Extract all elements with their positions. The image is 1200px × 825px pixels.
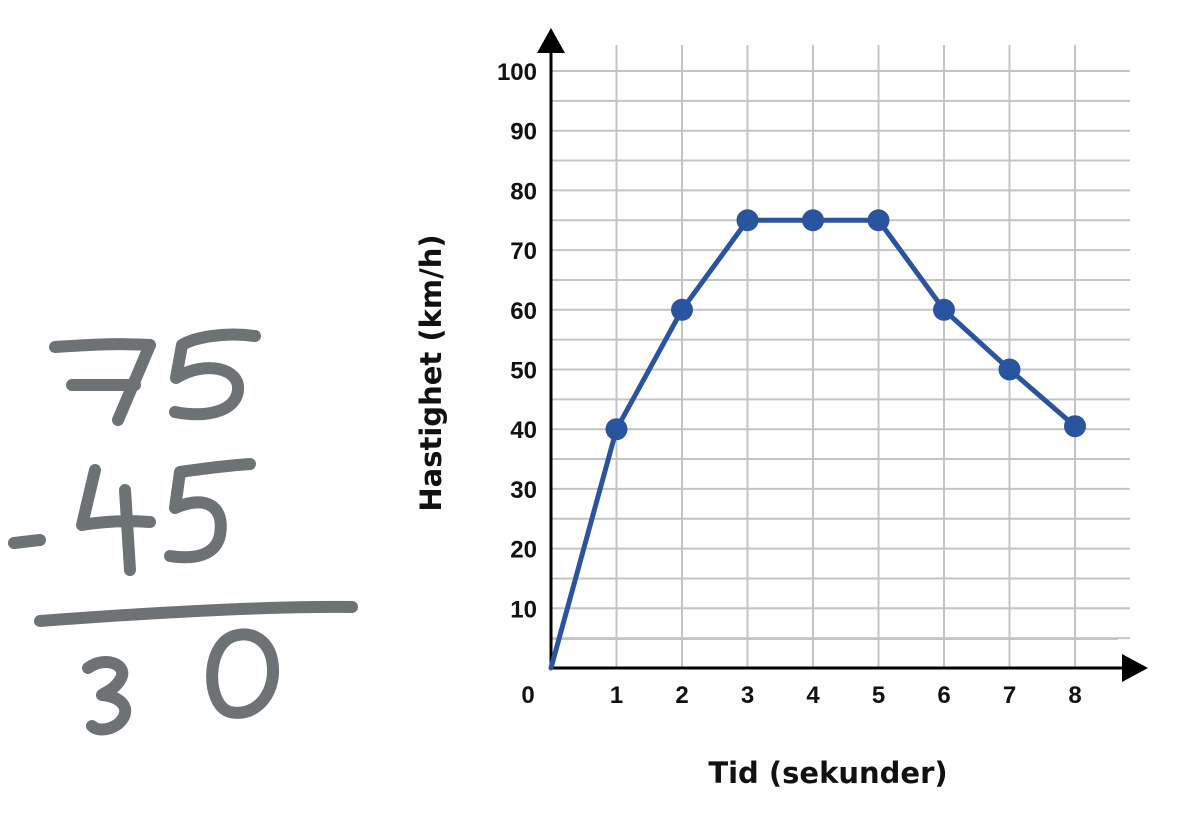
y-tick-label: 90 — [510, 119, 537, 146]
data-point — [867, 209, 890, 232]
data-point — [802, 209, 824, 232]
y-tick-label: 50 — [510, 358, 537, 385]
data-point — [736, 209, 759, 232]
y-tick-label: 10 — [510, 596, 537, 623]
axes — [537, 28, 1148, 682]
handwritten-result-line — [34, 600, 358, 627]
handwritten-digit-5 — [169, 328, 261, 421]
handwritten-digit-0 — [206, 628, 280, 719]
handwritten-digit-4 — [76, 464, 156, 576]
origin-label: 0 — [521, 682, 534, 709]
handwritten-digit-7 — [49, 338, 156, 426]
x-tick-label: 6 — [937, 682, 950, 709]
data-point — [605, 418, 628, 441]
y-tick-label: 70 — [510, 238, 537, 265]
x-tick-label: 4 — [806, 682, 820, 709]
grid — [551, 45, 1130, 668]
handwritten-digit-3 — [82, 656, 132, 736]
x-tick-label: 5 — [872, 682, 885, 709]
x-axis-title: Tid (sekunder) — [708, 756, 947, 790]
x-tick-label: 1 — [610, 682, 623, 709]
series — [548, 209, 1086, 671]
x-tick-label: 7 — [1003, 682, 1016, 709]
data-point — [1064, 415, 1086, 438]
handwritten-subtraction — [8, 328, 358, 736]
y-axis-title: Hastighet (km/h) — [414, 234, 448, 511]
y-axis-arrow — [537, 28, 565, 53]
x-tick-label: 2 — [675, 682, 688, 709]
y-tick-label: 100 — [497, 59, 537, 86]
handwritten-digit-5 — [164, 458, 256, 564]
x-tick-label: 3 — [741, 682, 754, 709]
data-point — [671, 298, 693, 321]
y-tick-label: 40 — [510, 417, 537, 444]
data-point — [933, 298, 955, 321]
y-tick-label: 20 — [510, 537, 537, 564]
y-tick-label: 80 — [510, 178, 537, 205]
y-tick-label: 60 — [510, 298, 537, 325]
data-point — [998, 358, 1021, 381]
x-axis-arrow — [1122, 654, 1148, 682]
x-tick-label: 8 — [1068, 682, 1081, 709]
y-tick-label: 30 — [510, 477, 537, 504]
handwritten-minus — [8, 534, 46, 549]
